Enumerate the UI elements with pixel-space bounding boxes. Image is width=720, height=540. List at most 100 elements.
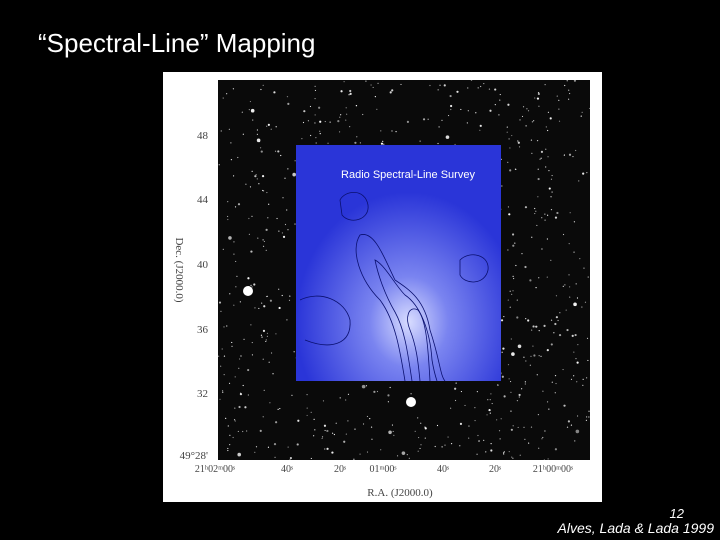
star: [246, 430, 248, 432]
star: [251, 286, 253, 288]
star: [255, 173, 257, 176]
star: [585, 419, 588, 421]
star: [261, 302, 263, 304]
star: [568, 153, 572, 156]
star: [477, 434, 479, 437]
star: [395, 131, 397, 133]
star: [576, 381, 578, 383]
star: [459, 422, 463, 425]
star: [286, 209, 288, 211]
star: [391, 424, 394, 426]
star: [534, 212, 536, 215]
star: [249, 100, 252, 103]
star: [554, 375, 557, 377]
star: [489, 412, 491, 414]
star: [586, 377, 588, 379]
bright-star: [243, 286, 253, 296]
star: [531, 329, 533, 331]
star: [526, 108, 528, 110]
star: [248, 108, 250, 111]
star: [470, 79, 473, 81]
star: [517, 140, 519, 142]
star: [237, 430, 239, 433]
star: [572, 155, 574, 158]
star: [540, 157, 542, 159]
star: [349, 126, 351, 128]
star: [518, 146, 521, 148]
star: [227, 201, 229, 203]
star: [537, 177, 540, 181]
star: [582, 172, 585, 175]
star: [380, 130, 382, 132]
star: [227, 447, 229, 450]
star: [479, 124, 482, 127]
star: [229, 434, 231, 436]
star: [575, 358, 577, 360]
star: [392, 430, 394, 433]
star: [383, 143, 385, 145]
star: [547, 458, 549, 460]
star: [537, 168, 539, 170]
star: [567, 420, 571, 423]
star: [227, 449, 229, 452]
star: [499, 438, 501, 440]
star: [337, 120, 340, 123]
star: [487, 399, 489, 401]
star: [254, 307, 256, 309]
star: [569, 212, 571, 214]
star: [223, 374, 225, 376]
star: [314, 89, 317, 92]
star: [564, 84, 566, 87]
star: [406, 120, 410, 124]
star: [254, 175, 257, 178]
star: [228, 236, 232, 240]
star: [537, 92, 540, 96]
star: [362, 113, 364, 116]
star: [306, 407, 308, 409]
star: [231, 341, 233, 344]
star: [237, 452, 242, 457]
star: [345, 433, 347, 435]
star: [349, 89, 352, 93]
star: [527, 319, 530, 322]
star: [489, 399, 491, 401]
y-tick-label: 40: [197, 259, 209, 271]
star: [510, 391, 512, 393]
star: [497, 384, 499, 386]
star: [389, 386, 391, 389]
star: [507, 161, 509, 163]
star: [233, 304, 235, 306]
star: [531, 152, 533, 154]
star: [347, 393, 350, 395]
star: [587, 359, 589, 362]
star: [233, 241, 235, 243]
star: [268, 203, 270, 205]
star: [251, 341, 253, 344]
star: [260, 334, 263, 336]
star: [235, 260, 237, 263]
star: [516, 316, 519, 319]
star: [265, 295, 268, 298]
star: [309, 105, 312, 108]
star: [483, 439, 485, 441]
star: [380, 142, 384, 145]
star: [450, 104, 453, 108]
star: [571, 334, 574, 337]
star: [507, 206, 510, 208]
star: [444, 444, 446, 446]
star: [313, 418, 315, 420]
star: [318, 106, 321, 109]
star: [251, 354, 254, 356]
star: [512, 244, 515, 247]
star: [540, 355, 542, 357]
star: [420, 444, 422, 446]
star: [576, 415, 579, 417]
y-tick-label: 36: [197, 324, 209, 336]
star: [512, 425, 514, 427]
star: [287, 229, 289, 231]
star: [267, 217, 269, 219]
star: [474, 407, 476, 409]
star: [538, 329, 540, 332]
star: [498, 430, 501, 432]
star: [294, 223, 296, 225]
